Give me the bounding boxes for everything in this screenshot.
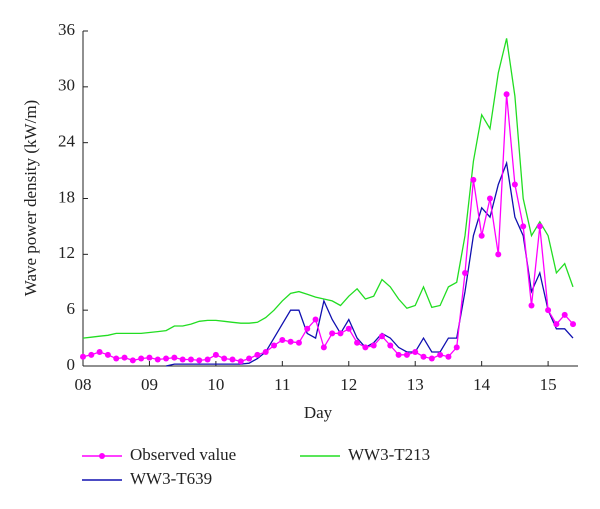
data-point <box>80 353 86 360</box>
data-point <box>337 330 344 337</box>
legend-label: WW3-T639 <box>130 469 212 488</box>
data-point <box>428 355 435 362</box>
y-tick-label: 36 <box>58 20 75 39</box>
data-point <box>295 339 302 346</box>
data-point <box>229 356 236 363</box>
x-tick-label: 12 <box>340 375 357 394</box>
data-point <box>320 344 327 351</box>
data-point <box>561 311 568 318</box>
data-point <box>528 302 535 309</box>
data-point <box>304 325 311 332</box>
data-point <box>179 356 186 363</box>
data-point <box>312 316 319 323</box>
data-point <box>520 223 527 230</box>
data-point <box>354 339 361 346</box>
data-point <box>163 355 170 362</box>
data-point <box>486 195 493 202</box>
data-point <box>495 251 502 258</box>
series-line <box>82 38 574 339</box>
data-point <box>378 333 385 340</box>
data-point <box>204 356 211 363</box>
data-point <box>420 353 427 360</box>
y-tick-label: 18 <box>58 187 75 206</box>
data-point <box>445 353 452 360</box>
data-point <box>154 356 161 363</box>
data-point <box>96 349 103 356</box>
y-axis-label: Wave power density (kW/m) <box>21 100 40 296</box>
data-point <box>387 342 394 349</box>
data-point <box>536 223 543 230</box>
x-axis-label: Day <box>304 403 333 422</box>
data-point <box>246 355 253 362</box>
data-point <box>570 321 577 328</box>
data-point <box>113 355 120 362</box>
data-point <box>437 351 444 358</box>
data-point <box>196 357 203 364</box>
data-point <box>511 181 518 188</box>
data-point <box>221 355 228 362</box>
y-tick-label: 0 <box>67 355 76 374</box>
data-point <box>345 325 352 332</box>
x-tick-label: 13 <box>407 375 424 394</box>
data-point <box>329 330 336 337</box>
data-point <box>88 351 95 358</box>
data-point <box>403 351 410 358</box>
data-point <box>279 336 286 343</box>
y-tick-label: 6 <box>67 299 76 318</box>
series-line <box>165 160 574 367</box>
data-point <box>104 351 111 358</box>
x-tick-label: 10 <box>207 375 224 394</box>
data-point <box>470 176 477 183</box>
data-point <box>212 351 219 358</box>
data-point <box>395 351 402 358</box>
data-point <box>362 344 369 351</box>
y-tick-label: 30 <box>58 76 75 95</box>
data-point <box>146 354 153 361</box>
x-tick-label: 09 <box>141 375 158 394</box>
data-point <box>478 232 485 239</box>
data-point <box>129 357 136 364</box>
data-point <box>412 349 419 356</box>
data-point <box>503 91 510 98</box>
legend-label: Observed value <box>130 445 236 464</box>
x-tick-label: 11 <box>274 375 290 394</box>
data-point <box>287 338 294 345</box>
data-point <box>138 355 145 362</box>
legend-marker <box>99 453 105 459</box>
data-point <box>187 356 194 363</box>
series-line <box>82 94 574 362</box>
data-point <box>254 351 261 358</box>
x-tick-label: 14 <box>473 375 491 394</box>
y-tick-label: 24 <box>58 132 76 151</box>
data-point <box>237 358 244 365</box>
data-point <box>462 269 469 276</box>
data-point <box>271 342 278 349</box>
data-point <box>171 354 178 361</box>
y-tick-label: 12 <box>58 243 75 262</box>
data-point <box>262 349 269 356</box>
legend-label: WW3-T213 <box>348 445 430 464</box>
data-point <box>121 354 128 361</box>
x-tick-label: 15 <box>540 375 557 394</box>
data-point <box>453 344 460 351</box>
data-point <box>545 307 552 314</box>
data-point <box>370 342 377 349</box>
x-tick-label: 08 <box>75 375 92 394</box>
data-point <box>553 321 560 328</box>
